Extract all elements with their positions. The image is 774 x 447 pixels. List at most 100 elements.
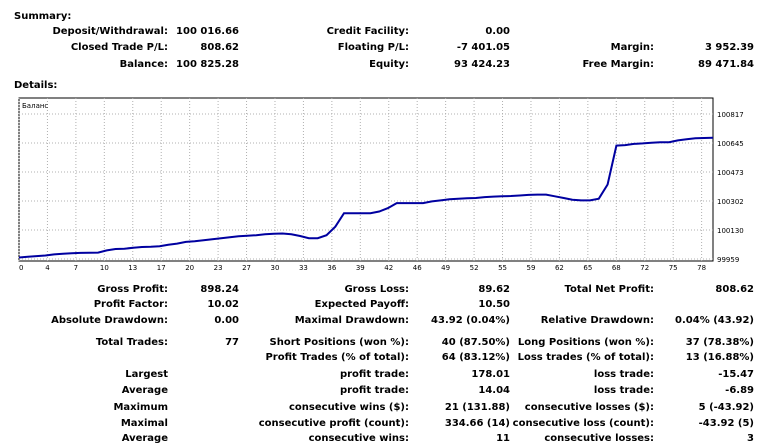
details-title: Details: <box>14 80 58 91</box>
credit-facility-value: 0.00 <box>485 26 510 37</box>
x-tick-label: 20 <box>185 264 194 272</box>
y-tick-label: 100645 <box>717 140 744 148</box>
row-group-label: Maximal <box>120 418 168 429</box>
x-tick-label: 39 <box>356 264 365 272</box>
x-tick-label: 65 <box>583 264 592 272</box>
row-mid-value: 21 (131.88) <box>444 402 510 413</box>
x-tick-label: 23 <box>214 264 223 272</box>
x-tick-label: 75 <box>669 264 678 272</box>
grid-layer <box>18 98 713 261</box>
x-tick-label: 72 <box>640 264 649 272</box>
closed-trade-pl-value: 808.62 <box>200 42 239 53</box>
row-right-label: loss trade: <box>593 385 654 396</box>
x-tick-label: 36 <box>327 264 336 272</box>
gross-loss-label: Gross Loss: <box>344 284 409 295</box>
x-tick-label: 68 <box>612 264 621 272</box>
x-tick-label: 52 <box>470 264 479 272</box>
x-tick-label: 42 <box>384 264 393 272</box>
margin-value: 3 952.39 <box>704 42 754 53</box>
expected-payoff-label: Expected Payoff: <box>314 299 409 310</box>
row-right-label: consecutive losses ($): <box>524 402 654 413</box>
short-positions-label: Short Positions (won %): <box>269 337 409 348</box>
row-group-label: Average <box>121 385 168 396</box>
free-margin-value: 89 471.84 <box>698 59 754 70</box>
gross-loss-value: 89.62 <box>478 284 510 295</box>
row-mid-label: profit trade: <box>339 369 409 380</box>
row-mid-label: consecutive wins ($): <box>288 402 409 413</box>
absolute-drawdown-label: Absolute Drawdown: <box>51 315 168 326</box>
credit-facility-label: Credit Facility: <box>326 26 409 37</box>
x-axis: 0 4 7 10 13 17 20 23 27 30 33 36 39 42 46 49 52 55 59 62 65 6… <box>19 264 706 272</box>
x-tick-label: 17 <box>157 264 166 272</box>
row-right-value: 3 <box>747 433 754 444</box>
x-tick-label: 49 <box>441 264 450 272</box>
deposit-withdrawal-label: Deposit/Withdrawal: <box>52 26 168 37</box>
loss-trades-label: Loss trades (% of total): <box>517 352 654 363</box>
x-tick-label: 62 <box>555 264 564 272</box>
y-tick-label: 100817 <box>717 111 744 119</box>
row-group-label: Largest <box>125 369 168 380</box>
y-tick-label: 100473 <box>717 169 744 177</box>
x-tick-label: 46 <box>413 264 422 272</box>
floating-pl-label: Floating P/L: <box>337 42 409 53</box>
long-positions-label: Long Positions (won %): <box>517 337 654 348</box>
row-mid-value: 334.66 (14) <box>444 418 510 429</box>
row-right-label: consecutive losses: <box>544 433 654 444</box>
row-right-value: -6.89 <box>725 385 754 396</box>
x-tick-label: 27 <box>242 264 251 272</box>
total-trades-value: 77 <box>225 337 239 348</box>
x-tick-label: 55 <box>498 264 507 272</box>
row-right-label: consecutive loss (count): <box>512 418 654 429</box>
x-tick-label: 7 <box>74 264 78 272</box>
closed-trade-pl-label: Closed Trade P/L: <box>70 42 168 53</box>
profit-trades-label: Profit Trades (% of total): <box>265 352 409 363</box>
y-tick-label: 100302 <box>717 198 744 206</box>
row-mid-value: 11 <box>496 433 510 444</box>
row-right-value: 5 (-43.92) <box>698 402 754 413</box>
absolute-drawdown-value: 0.00 <box>214 315 239 326</box>
x-tick-label: 59 <box>527 264 536 272</box>
total-trades-label: Total Trades: <box>95 337 168 348</box>
long-positions-value: 37 (78.38%) <box>685 337 754 348</box>
row-right-value: -43.92 (5) <box>698 418 754 429</box>
expected-payoff-value: 10.50 <box>478 299 510 310</box>
loss-trades-value: 13 (16.88%) <box>685 352 754 363</box>
x-tick-label: 13 <box>128 264 137 272</box>
short-positions-value: 40 (87.50%) <box>441 337 510 348</box>
row-mid-label: consecutive wins: <box>308 433 409 444</box>
relative-drawdown-label: Relative Drawdown: <box>540 315 654 326</box>
profit-trades-value: 64 (83.12%) <box>441 352 510 363</box>
margin-label: Margin: <box>610 42 654 53</box>
y-tick-label: 100130 <box>717 227 744 235</box>
balance-chart: 0 4 7 10 13 17 20 23 27 30 33 36 39 42 46 49 52 55 59 62 65 6… <box>18 97 744 272</box>
row-mid-value: 14.04 <box>478 385 510 396</box>
row-right-label: loss trade: <box>593 369 654 380</box>
total-net-profit-label: Total Net Profit: <box>564 284 654 295</box>
x-tick-label: 0 <box>19 264 23 272</box>
y-tick-label: 99959 <box>717 256 739 264</box>
row-mid-label: profit trade: <box>339 385 409 396</box>
balance-value: 100 825.28 <box>176 59 239 70</box>
balance-series-line <box>18 136 714 259</box>
gross-profit-value: 898.24 <box>200 284 239 295</box>
chart-title: Баланс <box>22 102 48 110</box>
y-axis: 100817 100645 100473 100302 100130 99959 <box>717 111 744 264</box>
plot-frame <box>18 97 714 262</box>
profit-factor-label: Profit Factor: <box>93 299 168 310</box>
row-right-value: -15.47 <box>718 369 754 380</box>
free-margin-label: Free Margin: <box>582 59 654 70</box>
equity-label: Equity: <box>369 59 409 70</box>
x-tick-label: 4 <box>45 264 50 272</box>
gross-profit-label: Gross Profit: <box>97 284 168 295</box>
x-tick-label: 33 <box>299 264 308 272</box>
maximal-drawdown-value: 43.92 (0.04%) <box>431 315 510 326</box>
row-mid-value: 178.01 <box>471 369 510 380</box>
summary-title: Summary: <box>14 11 72 22</box>
row-group-label: Average <box>121 433 168 444</box>
deposit-withdrawal-value: 100 016.66 <box>176 26 239 37</box>
row-mid-label: consecutive profit (count): <box>258 418 409 429</box>
relative-drawdown-value: 0.04% (43.92) <box>675 315 754 326</box>
balance-label: Balance: <box>119 59 168 70</box>
equity-value: 93 424.23 <box>454 59 510 70</box>
floating-pl-value: -7 401.05 <box>456 42 510 53</box>
